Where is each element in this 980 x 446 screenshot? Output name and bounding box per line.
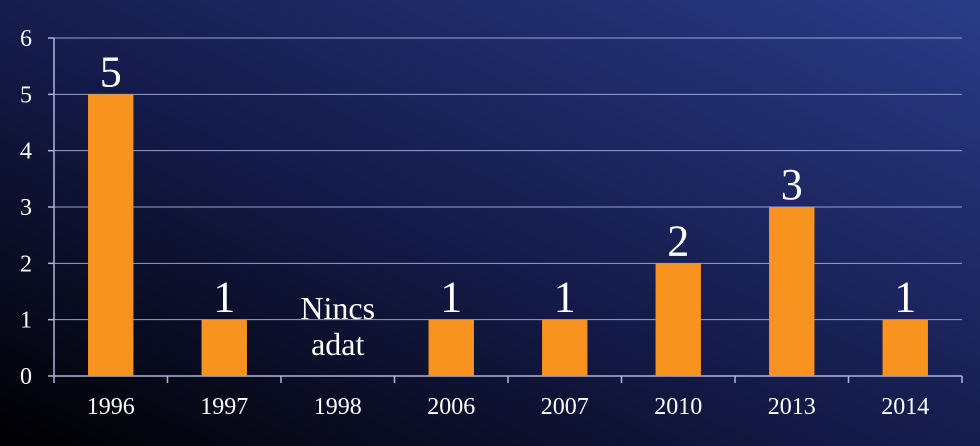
x-tick-label: 1996 [87,394,135,420]
y-tick-label: 0 [20,364,32,390]
bar [428,319,474,376]
bar [201,319,247,376]
y-tick-label: 3 [20,195,32,221]
annotation: adat [311,326,364,362]
x-tick-label: 2014 [881,394,929,420]
value-label: 1 [440,273,462,322]
x-tick-label: 2006 [427,394,475,420]
bar [882,319,928,376]
x-tick-label: 1997 [200,394,248,420]
x-tick-label: 2010 [654,394,702,420]
x-tick-label: 2013 [768,394,816,420]
bar [769,207,815,376]
annotation: Nincs [300,290,375,326]
value-label: 1 [894,273,916,322]
value-label: 1 [213,273,235,322]
value-label: 3 [781,160,803,209]
value-label: 1 [554,273,576,322]
x-tick-label: 1998 [314,394,362,420]
y-tick-label: 6 [20,26,32,52]
x-tick-label: 2007 [541,394,589,420]
bar [542,319,588,376]
bar [655,263,701,376]
value-label: 2 [667,216,689,265]
y-tick-label: 2 [20,251,32,277]
y-tick-label: 4 [20,139,32,165]
bar [88,94,134,376]
y-tick-label: 1 [20,308,32,334]
y-tick-label: 5 [20,82,32,108]
value-label: 5 [100,47,122,96]
